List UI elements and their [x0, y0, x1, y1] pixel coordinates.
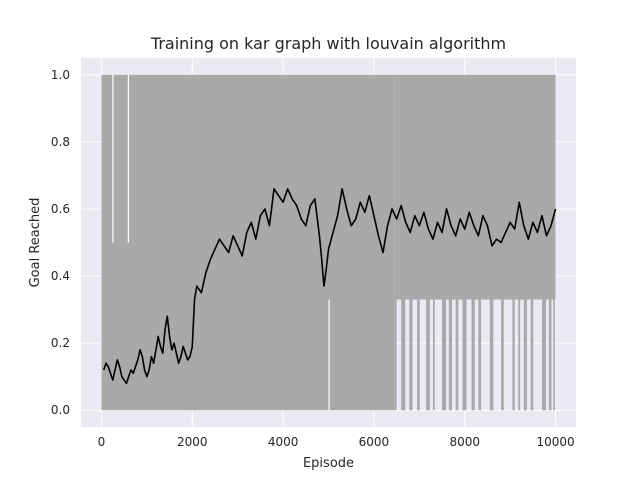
raw-band-strip [501, 299, 504, 411]
y-tick-label: 0.0 [51, 403, 70, 417]
x-axis-label: Episode [303, 456, 354, 471]
raw-band-strip [432, 299, 435, 411]
raw-band-strip [426, 299, 430, 411]
raw-band-strip [417, 299, 420, 411]
y-tick-label: 1.0 [51, 68, 70, 82]
raw-band-strip [548, 299, 552, 411]
y-tick-label: 0.6 [51, 202, 70, 216]
y-tick-label: 0.2 [51, 336, 70, 350]
raw-band-strip [512, 299, 515, 411]
raw-band-strip [462, 299, 467, 411]
x-tick-label: 10000 [536, 435, 574, 449]
y-tick-label: 0.8 [51, 135, 70, 149]
raw-band-strip [409, 299, 413, 411]
raw-band-strip [471, 299, 475, 411]
x-tick-labels: 0 2000 4000 6000 8000 10000 [98, 435, 575, 449]
raw-band-strip [553, 299, 556, 411]
raw-band-strip [523, 299, 527, 411]
x-tick-label: 2000 [177, 435, 208, 449]
raw-band-strip [478, 299, 482, 411]
raw-band-full [101, 74, 395, 411]
raw-band-strip [530, 299, 534, 411]
x-tick-label: 8000 [449, 435, 480, 449]
x-tick-label: 4000 [268, 435, 299, 449]
raw-band-strip [442, 299, 447, 411]
y-tick-labels: 0.0 0.2 0.4 0.6 0.8 1.0 [51, 68, 70, 417]
chart-title: Training on kar graph with louvain algor… [150, 34, 506, 53]
raw-band-gap [112, 74, 114, 243]
x-tick-label: 6000 [359, 435, 390, 449]
rolling-mean-line [102, 188, 557, 385]
raw-band-gap [328, 299, 330, 411]
raw-band-strip [455, 299, 459, 411]
raw-band-strip [489, 299, 494, 411]
x-tick-label: 0 [98, 435, 106, 449]
raw-band-upper [394, 74, 556, 300]
raw-band-gap [127, 74, 129, 243]
raw-band-strip [541, 299, 547, 411]
raw-band-strip [448, 299, 453, 411]
y-axis-label: Goal Reached [28, 198, 43, 288]
raw-band-strip [518, 299, 521, 411]
raw-band-strip [394, 299, 397, 411]
raw-series-band [101, 74, 556, 411]
raw-band-strip [401, 299, 406, 411]
y-tick-label: 0.4 [51, 269, 70, 283]
